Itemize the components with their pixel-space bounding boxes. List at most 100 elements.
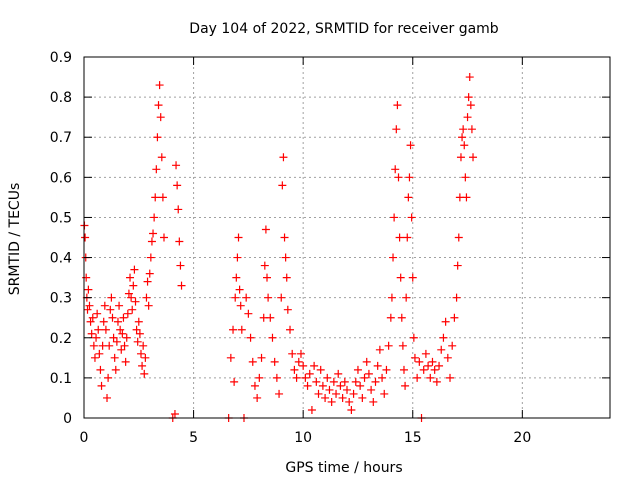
data-point [373,361,382,370]
data-point [458,133,467,142]
data-point [409,333,418,342]
data-point [371,377,380,386]
data-point [177,281,186,290]
y-tick-label: 0.8 [50,90,72,106]
x-axis-label: GPS time / hours [285,460,402,476]
data-point [396,273,405,282]
data-point [466,101,475,110]
data-point [275,389,284,398]
data-point [128,305,137,314]
data-point [410,353,419,362]
data-point [134,317,143,326]
data-point [159,233,168,242]
data-point [156,113,165,122]
data-point [175,237,184,246]
data-point [303,381,312,390]
data-point [117,345,126,354]
data-point [244,309,253,318]
data-point [404,193,413,202]
data-point [395,233,404,242]
data-point [106,305,115,314]
data-point [170,409,179,418]
data-point [263,273,272,282]
y-tick-label: 0.2 [50,331,72,347]
data-point [89,341,98,350]
data-point [347,405,356,414]
data-point [398,341,407,350]
data-point [151,193,160,202]
data-point [465,73,474,82]
data-point [266,313,275,322]
data-point [301,373,310,382]
data-point [386,313,395,322]
data-point [94,325,103,334]
data-point [296,349,305,358]
chart-title: Day 104 of 2022, SRMTID for receiver gam… [189,21,499,37]
data-point [286,325,295,334]
data-point [448,341,457,350]
data-point [343,385,351,394]
data-point [95,349,104,358]
data-point [384,341,393,350]
data-point [88,313,97,322]
data-point [248,357,257,366]
data-point [367,385,376,394]
data-point [325,385,334,394]
data-point [402,293,411,302]
data-point [81,233,90,242]
data-point [392,125,401,134]
data-point [443,353,452,362]
data-point [260,261,269,270]
data-point [403,233,412,242]
data-point [109,333,118,342]
data-point [340,377,349,386]
data-point [450,313,459,322]
data-point [232,273,241,282]
data-point [146,253,155,262]
data-point [173,181,182,190]
data-point [246,333,255,342]
data-point [90,353,99,362]
data-point [235,285,244,294]
data-point [389,253,398,262]
data-point [318,381,327,390]
y-tick-label: 0.4 [50,251,72,267]
data-point [461,173,470,182]
data-point [454,233,463,242]
data-point [92,333,101,342]
data-point [107,293,116,302]
data-point [86,317,95,326]
data-point [83,305,92,314]
data-point [464,93,473,102]
data-point [139,341,148,350]
data-point [294,357,303,366]
data-point [84,285,93,294]
data-point [282,273,291,282]
data-point [127,293,136,302]
grid [84,57,610,418]
data-point [121,357,130,366]
data-point [279,153,288,162]
plot-frame [83,56,611,419]
data-point [327,397,336,406]
data-point [103,393,112,402]
data-point [157,153,166,162]
data-point [268,333,277,342]
data-point [380,389,389,398]
data-point [138,361,147,370]
data-point [426,373,435,382]
data-point [261,225,270,234]
data-point [236,301,245,310]
data-points [80,73,478,422]
data-point [393,101,402,110]
data-point [278,181,287,190]
data-point [378,373,387,382]
y-tick-label: 0.1 [50,371,72,387]
data-point [132,325,141,334]
data-point [415,357,424,366]
data-point [143,277,152,286]
data-point [321,393,330,402]
data-point [242,293,251,302]
data-point [432,377,441,386]
data-point [375,345,384,354]
